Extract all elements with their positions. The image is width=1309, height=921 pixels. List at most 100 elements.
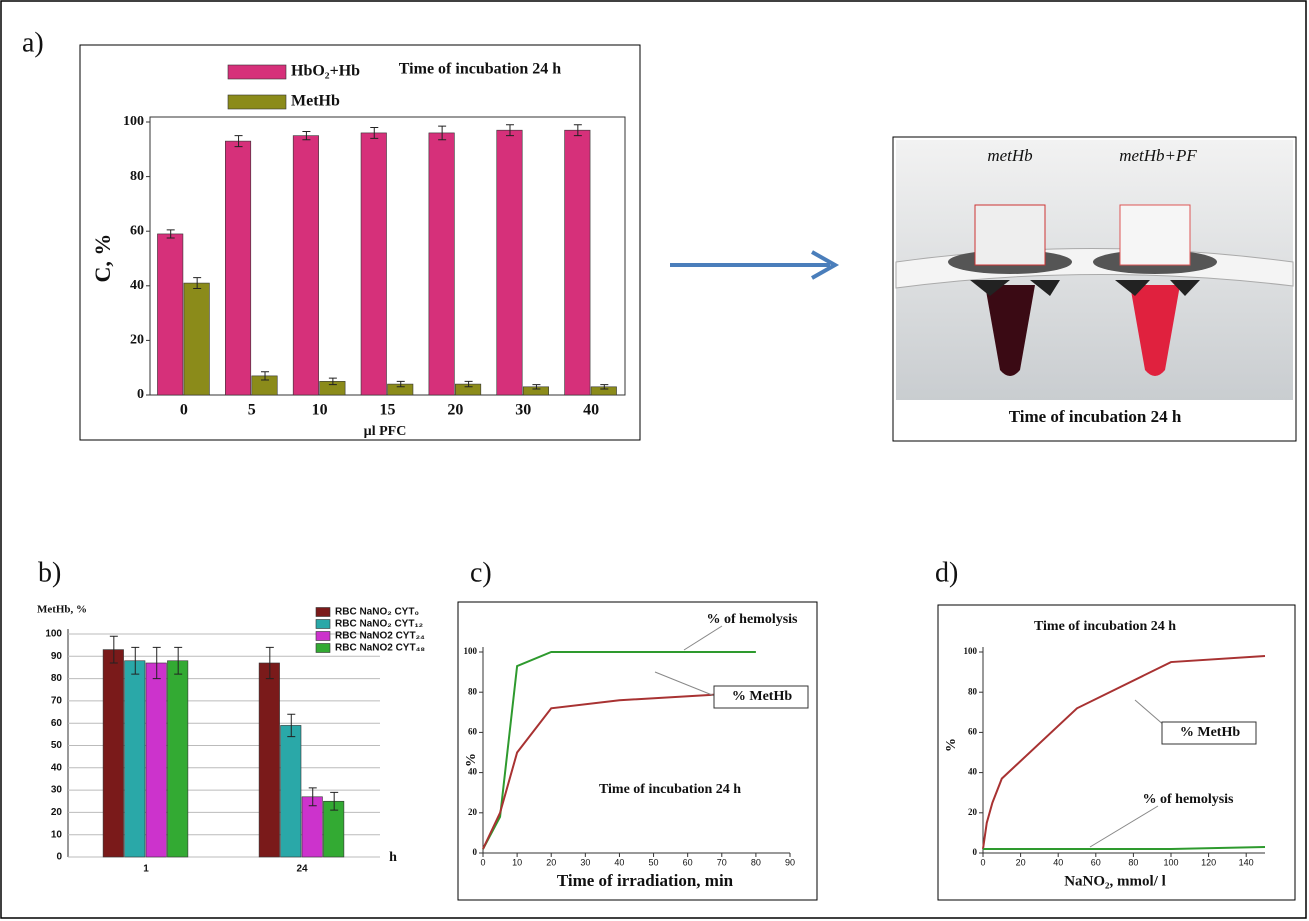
x-tick-label: 120 (1201, 857, 1216, 867)
bar (292, 135, 319, 396)
error-bar (438, 125, 447, 141)
x-tick-label: 40 (614, 857, 624, 867)
y-tick-label: 60 (468, 726, 478, 736)
y-tick-label: 20 (51, 807, 63, 818)
x-tick-label: 40 (583, 402, 599, 419)
bar (496, 129, 523, 396)
label-box (1161, 721, 1257, 745)
y-tick-label: 100 (123, 114, 144, 129)
x-tick-label: 0 (980, 857, 985, 867)
bar (124, 660, 146, 858)
bar (145, 662, 167, 858)
y-tick-label: 0 (137, 387, 144, 402)
error-bar (302, 131, 311, 141)
error-bar (505, 124, 514, 137)
legend-swatch (315, 607, 331, 617)
y-tick-label: 80 (130, 169, 144, 184)
y-tick-label: 80 (468, 686, 478, 696)
x-tick-label: 60 (1091, 857, 1101, 867)
y-tick-label: 0 (973, 847, 978, 857)
error-bar (464, 380, 473, 388)
bar (590, 386, 617, 396)
bar (360, 132, 387, 396)
x-tick-label: 60 (683, 857, 693, 867)
series-label: % of hemolysis (707, 612, 799, 627)
error-bar (396, 380, 405, 388)
y-tick-label: 60 (968, 726, 978, 736)
y-tick-label: 20 (968, 807, 978, 817)
y-tick-label: 40 (468, 767, 478, 777)
y-tick-label: 30 (51, 785, 63, 796)
x-tick-label: 1 (143, 864, 149, 875)
bar (564, 129, 591, 396)
error-bar (193, 277, 202, 290)
x-axis-label: µl PFC (364, 424, 407, 439)
y-tick-label: 100 (464, 646, 478, 656)
y-tick-label: 10 (51, 829, 63, 840)
x-tick-label: 40 (1053, 857, 1063, 867)
bar (157, 233, 184, 396)
error-bar (152, 646, 161, 680)
x-tick-label: 10 (512, 857, 522, 867)
legend-swatch (227, 94, 287, 110)
y-tick-label: 60 (130, 223, 144, 238)
error-bar (532, 384, 541, 390)
y-axis-label: MetHb, % (37, 604, 87, 616)
bar (102, 649, 124, 858)
label-box (713, 685, 809, 709)
series-label: % MetHb (1180, 725, 1240, 740)
panel-label: c) (470, 557, 492, 588)
photo-label: metHb+PF (1119, 146, 1197, 165)
error-bar (573, 124, 582, 137)
x-tick-label: 0 (180, 402, 188, 419)
y-tick-label: 50 (51, 740, 63, 751)
line (983, 845, 1266, 850)
x-tick-label: 20 (447, 402, 463, 419)
bar (183, 282, 210, 396)
line (482, 651, 756, 850)
y-tick-label: 0 (56, 852, 62, 863)
y-tick-label: 40 (130, 278, 144, 293)
series-label: % of hemolysis (1143, 792, 1235, 807)
error-bar (131, 646, 140, 675)
legend-swatch (315, 619, 331, 629)
error-bar (600, 384, 609, 390)
error-bar (234, 135, 243, 148)
y-axis-label: % (464, 753, 479, 767)
annotation: Time of incubation 24 h (399, 61, 562, 78)
x-axis-label: h (389, 850, 397, 865)
x-tick-label: 100 (1163, 857, 1178, 867)
photo-label: metHb (987, 146, 1032, 165)
bar (428, 132, 455, 396)
line (482, 691, 756, 850)
panel-frame (937, 604, 1296, 901)
error-bar (174, 646, 183, 675)
arrow (670, 250, 840, 280)
leader-line (1089, 805, 1159, 848)
x-tick-label: 10 (312, 402, 328, 419)
panel-frame (457, 601, 818, 901)
y-tick-label: 70 (51, 696, 63, 707)
error-bar (328, 377, 337, 386)
x-axis-label: Time of irradiation, min (557, 871, 734, 890)
panel-frame (79, 44, 641, 441)
x-tick-label: 30 (515, 402, 531, 419)
y-tick-label: 40 (51, 762, 63, 773)
error-bar (261, 371, 270, 381)
y-tick-label: 20 (130, 333, 144, 348)
annotation: Time of incubation 24 h (1034, 619, 1176, 634)
y-tick-label: 60 (51, 718, 63, 729)
legend-label: RBC NaNO2 CYT₄₈ (335, 643, 425, 654)
y-tick-label: 100 (964, 646, 978, 656)
x-tick-label: 30 (580, 857, 590, 867)
x-tick-label: 80 (751, 857, 761, 867)
panel-label: b) (38, 557, 61, 588)
annotation: Time of incubation 24 h (599, 782, 741, 797)
x-tick-label: 50 (649, 857, 659, 867)
panel-label: a) (22, 27, 44, 58)
legend-label: RBC NaNO2 CYT₂₄ (335, 631, 425, 642)
legend-swatch (315, 643, 331, 653)
x-tick-label: 0 (480, 857, 485, 867)
y-tick-label: 40 (968, 767, 978, 777)
legend-label: HbO₂+Hb (291, 63, 360, 80)
